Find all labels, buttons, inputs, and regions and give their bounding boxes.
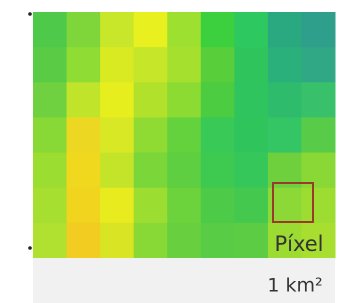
raster-cell	[134, 12, 168, 48]
raster-cell	[268, 117, 302, 153]
raster-cell	[100, 47, 134, 83]
raster-cell	[301, 188, 335, 224]
corner-dot	[28, 12, 32, 16]
raster-cell	[100, 117, 134, 153]
raster-cell	[201, 47, 235, 83]
raster-cell	[234, 188, 268, 224]
raster-cell	[67, 82, 101, 118]
raster-cell	[33, 117, 67, 153]
pixel-label: Píxel	[274, 232, 323, 256]
raster-cell	[234, 223, 268, 259]
raster-cell	[33, 223, 67, 259]
raster-cell	[33, 82, 67, 118]
raster-figure: Píxel 1 km²	[0, 0, 352, 303]
raster-cell	[167, 12, 201, 48]
raster-cell	[33, 12, 67, 48]
raster-cell	[67, 117, 101, 153]
raster-cell	[268, 12, 302, 48]
raster-cell	[100, 153, 134, 189]
raster-cell	[234, 12, 268, 48]
area-label: 1 km²	[267, 275, 322, 297]
raster-cell	[67, 188, 101, 224]
raster-cell	[33, 188, 67, 224]
raster-cell	[167, 117, 201, 153]
raster-cell	[167, 188, 201, 224]
raster-cell	[301, 47, 335, 83]
raster-cell	[100, 82, 134, 118]
raster-cell	[167, 153, 201, 189]
raster-cell	[234, 153, 268, 189]
raster-cell	[100, 12, 134, 48]
raster-cell	[201, 82, 235, 118]
raster-cell	[67, 47, 101, 83]
raster-cell	[268, 47, 302, 83]
raster-cell	[134, 188, 168, 224]
raster-cell	[234, 82, 268, 118]
raster-cell	[167, 82, 201, 118]
raster-cell	[234, 117, 268, 153]
raster-cell	[201, 153, 235, 189]
raster-cell	[301, 117, 335, 153]
raster-cell	[201, 117, 235, 153]
raster-cell	[134, 117, 168, 153]
raster-cell	[100, 188, 134, 224]
raster-cell	[167, 47, 201, 83]
raster-cell	[234, 47, 268, 83]
raster-cell	[167, 223, 201, 259]
raster-cell	[33, 153, 67, 189]
raster-cell	[100, 223, 134, 259]
raster-cell	[201, 12, 235, 48]
raster-cell	[301, 12, 335, 48]
raster-cell	[67, 12, 101, 48]
raster-cell	[201, 223, 235, 259]
raster-cell	[134, 82, 168, 118]
page: {"labels": {"pixel": "Píxel", "area": "1…	[0, 0, 352, 303]
raster-cell	[201, 188, 235, 224]
corner-dot	[28, 246, 32, 250]
raster-cell	[67, 153, 101, 189]
raster-cell	[134, 153, 168, 189]
raster-cell	[33, 47, 67, 83]
raster-cell	[301, 82, 335, 118]
raster-cell	[67, 223, 101, 259]
raster-cell	[268, 82, 302, 118]
raster-cell	[134, 47, 168, 83]
raster-cell	[134, 223, 168, 259]
